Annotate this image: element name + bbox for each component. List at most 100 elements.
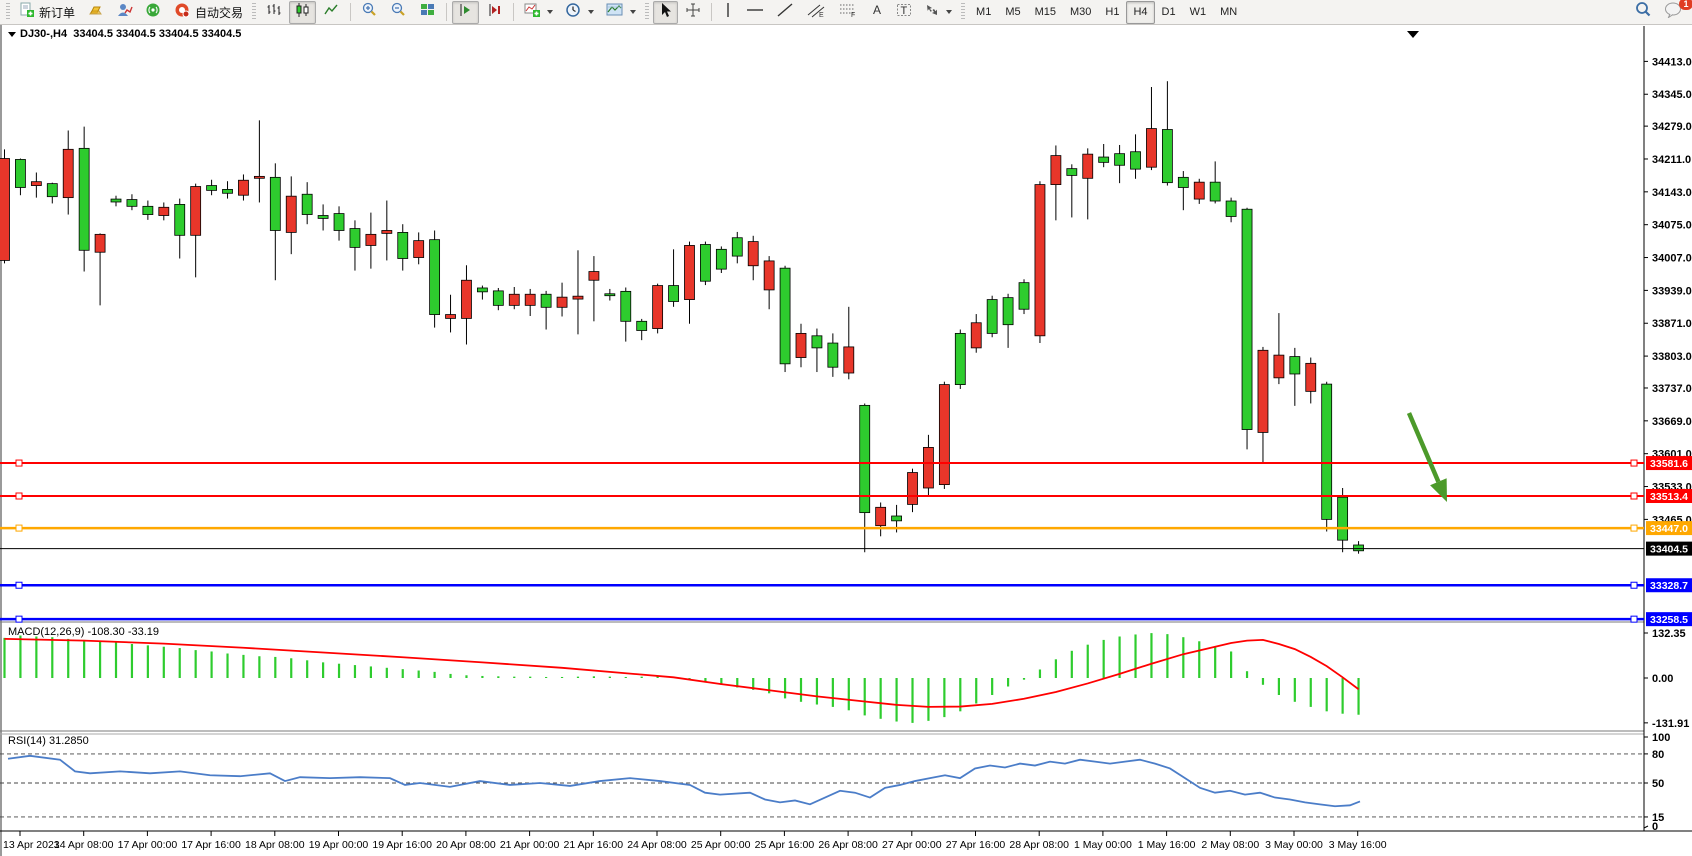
timeframe-M5[interactable]: M5 [1005, 5, 1021, 18]
price-tag [1646, 578, 1692, 593]
svg-text:50: 50 [1652, 778, 1664, 790]
timeframe-D1[interactable]: D1 [1161, 5, 1176, 18]
horizontal-line-button[interactable] [741, 1, 769, 24]
rsi-line [7, 754, 1361, 808]
chart-canvas[interactable]: 34413.0 34345.0 34279.0 34211.0 34143.0 34075… [0, 25, 1692, 856]
ohlc-values: 33404.5 33404.5 33404.5 33404.5 [73, 28, 242, 40]
svg-text:34007.0: 34007.0 [1652, 253, 1692, 265]
horizontal-line-icon [746, 2, 764, 23]
gold-icon [87, 2, 104, 23]
toolbar-separator [513, 3, 515, 21]
price-tag [1646, 489, 1692, 504]
svg-text:F: F [851, 12, 855, 18]
zoom-in-button[interactable] [356, 1, 383, 24]
svg-text:21 Apr 00:00: 21 Apr 00:00 [500, 839, 560, 851]
svg-text:2 May 08:00: 2 May 08:00 [1201, 839, 1259, 851]
auto-trading-icon [174, 2, 191, 23]
candlesticks [0, 81, 1364, 554]
quotes-button[interactable] [82, 1, 109, 24]
shift-marker-icon[interactable] [1407, 31, 1419, 38]
auto-scroll-button[interactable] [452, 0, 480, 24]
person-chart-icon [116, 2, 133, 23]
trendline-button[interactable] [771, 1, 799, 24]
timeframe-M15[interactable]: M15 [1034, 5, 1056, 18]
tile-windows-button[interactable] [414, 1, 441, 24]
search-button[interactable] [1629, 1, 1657, 24]
trendline-icon [776, 2, 794, 23]
svg-text:33447.0: 33447.0 [1650, 523, 1688, 535]
chart-shift-icon [486, 2, 503, 23]
svg-text:3 May 00:00: 3 May 00:00 [1265, 839, 1323, 851]
arrows-button[interactable] [919, 1, 957, 24]
svg-text:24 Apr 08:00: 24 Apr 08:00 [627, 839, 687, 851]
label-button[interactable]: T [891, 1, 917, 24]
annotation-arrow[interactable] [1406, 412, 1447, 502]
timeframe-H1[interactable]: H1 [1105, 5, 1120, 18]
chart-shift-button[interactable] [481, 1, 508, 24]
timeframe-H4[interactable]: H4 [1126, 0, 1155, 24]
indicators-icon [524, 2, 541, 23]
svg-text:19 Apr 00:00: 19 Apr 00:00 [309, 839, 369, 851]
svg-text:21 Apr 16:00: 21 Apr 16:00 [564, 839, 624, 851]
svg-text:33328.7: 33328.7 [1650, 580, 1688, 592]
svg-text:0.00: 0.00 [1652, 673, 1673, 685]
svg-text:0: 0 [1652, 821, 1658, 833]
svg-text:14 Apr 08:00: 14 Apr 08:00 [54, 839, 114, 851]
notification-badge: 1 [1679, 0, 1692, 10]
text-label-icon: T [896, 2, 912, 23]
symbol-collapse-icon[interactable] [8, 31, 16, 37]
price-tag [1646, 521, 1692, 536]
text-a-icon: A [870, 2, 884, 23]
svg-text:17 Apr 00:00: 17 Apr 00:00 [118, 839, 178, 851]
timeframe-M30[interactable]: M30 [1070, 5, 1092, 18]
svg-text:33803.0: 33803.0 [1652, 351, 1692, 363]
cursor-icon [658, 2, 673, 23]
bar-chart-icon [265, 2, 282, 23]
timeframe-MN[interactable]: MN [1220, 5, 1238, 18]
svg-text:E: E [819, 12, 824, 18]
cursor-button[interactable] [653, 0, 679, 24]
svg-text:33871.0: 33871.0 [1652, 318, 1692, 330]
chat-bubble-icon [1664, 1, 1683, 23]
bar-chart-button[interactable] [260, 1, 287, 24]
vertical-line-button[interactable] [717, 1, 739, 24]
current-price-line: 33404.5 [0, 541, 1692, 556]
zoom-out-icon [390, 2, 407, 23]
timeframe-M1[interactable]: M1 [976, 5, 992, 18]
accounts-button[interactable] [111, 1, 138, 24]
clock-icon [565, 2, 582, 23]
rsi-panel: 100 80 50 150 [0, 732, 1670, 833]
arrows-icon [924, 2, 940, 23]
channel-button[interactable]: E [801, 1, 831, 24]
svg-text:34143.0: 34143.0 [1652, 187, 1692, 199]
svg-text:33513.4: 33513.4 [1650, 491, 1688, 503]
zoom-out-button[interactable] [385, 1, 412, 24]
chevron-down-icon [547, 10, 554, 14]
auto-scroll-icon [457, 2, 474, 23]
new-order-button[interactable]: 新订单 [14, 1, 80, 24]
fibonacci-button[interactable]: F [833, 1, 863, 24]
templates-button[interactable] [601, 1, 641, 24]
window-left-border [0, 25, 2, 856]
new-order-icon [19, 2, 35, 23]
periods-button[interactable] [560, 1, 599, 24]
notifications-button[interactable]: 1 [1659, 0, 1692, 24]
svg-text:132.35: 132.35 [1652, 628, 1686, 640]
auto-trading-button[interactable]: 自动交易 [169, 1, 248, 24]
candlestick-chart-button[interactable] [289, 0, 317, 24]
svg-text:34413.0: 34413.0 [1652, 56, 1692, 68]
toolbar-grip [6, 3, 10, 21]
indicators-button[interactable] [519, 1, 558, 24]
timeframe-W1[interactable]: W1 [1189, 5, 1207, 18]
svg-text:80: 80 [1652, 749, 1664, 761]
fibonacci-icon: F [838, 2, 858, 23]
crosshair-button[interactable] [680, 1, 706, 24]
signals-button[interactable] [140, 1, 167, 24]
text-button[interactable]: A [865, 1, 889, 24]
line-chart-button[interactable] [318, 1, 345, 24]
horizontal-lines[interactable]: 33581.6 33513.4 33447.0 33328.7 33258.5 [0, 456, 1692, 627]
svg-text:T: T [901, 5, 908, 17]
svg-text:19 Apr 16:00: 19 Apr 16:00 [372, 839, 432, 851]
